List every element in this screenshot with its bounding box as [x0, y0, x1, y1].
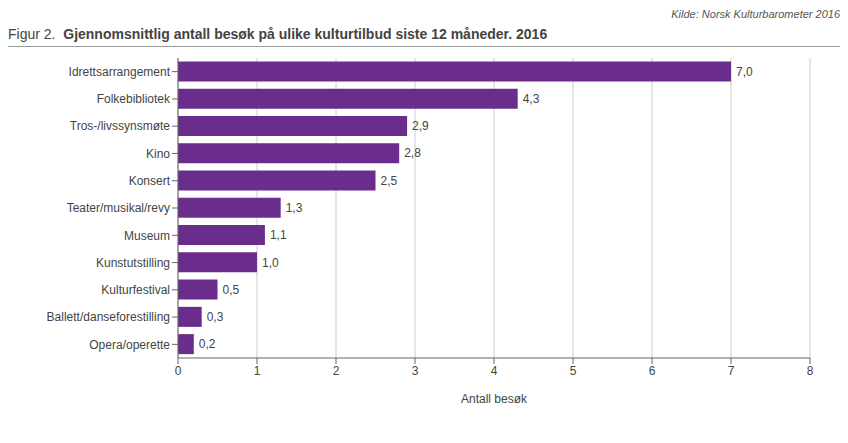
- svg-text:5: 5: [570, 364, 577, 378]
- svg-text:0,3: 0,3: [207, 310, 224, 324]
- svg-text:Ballett/danseforestilling: Ballett/danseforestilling: [47, 310, 170, 324]
- svg-text:0: 0: [175, 364, 182, 378]
- svg-text:Teater/musikal/revy: Teater/musikal/revy: [67, 201, 170, 215]
- svg-text:Opera/operette: Opera/operette: [89, 338, 170, 352]
- svg-text:1: 1: [254, 364, 261, 378]
- svg-text:Museum: Museum: [124, 229, 170, 243]
- svg-text:4,3: 4,3: [523, 92, 540, 106]
- html-text:Gjennomsnittlig antall besøk p: Gjennomsnittlig antall besøk på ulike ku…: [63, 26, 548, 42]
- html-text:Kilde: Norsk Kulturbarometer 2: Kilde: Norsk Kulturbarometer 2016: [671, 8, 840, 20]
- svg-text:1,3: 1,3: [286, 201, 303, 215]
- html-text:Figur 2.: Figur 2.: [8, 26, 56, 42]
- svg-text:Antall besøk: Antall besøk: [461, 392, 528, 406]
- svg-text:2,8: 2,8: [404, 146, 421, 160]
- svg-text:2,5: 2,5: [381, 174, 398, 188]
- svg-text:1,0: 1,0: [262, 256, 279, 270]
- svg-text:8: 8: [807, 364, 814, 378]
- svg-text:Folkebibliotek: Folkebibliotek: [97, 92, 171, 106]
- svg-text:7: 7: [728, 364, 735, 378]
- svg-text:Kunstutstilling: Kunstutstilling: [96, 256, 170, 270]
- svg-text:2,9: 2,9: [412, 119, 429, 133]
- svg-text:0,5: 0,5: [223, 283, 240, 297]
- svg-text:1,1: 1,1: [270, 228, 287, 242]
- svg-text:3: 3: [412, 364, 419, 378]
- svg-text:Kino: Kino: [146, 147, 170, 161]
- svg-text:Kulturfestival: Kulturfestival: [101, 283, 170, 297]
- svg-text:0,2: 0,2: [199, 337, 216, 351]
- svg-text:Konsert: Konsert: [129, 174, 171, 188]
- svg-text:Tros-/livssynsmøte: Tros-/livssynsmøte: [70, 119, 171, 133]
- svg-text:2: 2: [333, 364, 340, 378]
- svg-text:7,0: 7,0: [736, 65, 753, 79]
- svg-text:6: 6: [649, 364, 656, 378]
- svg-text:Idrettsarrangement: Idrettsarrangement: [69, 65, 171, 79]
- svg-text:4: 4: [491, 364, 498, 378]
